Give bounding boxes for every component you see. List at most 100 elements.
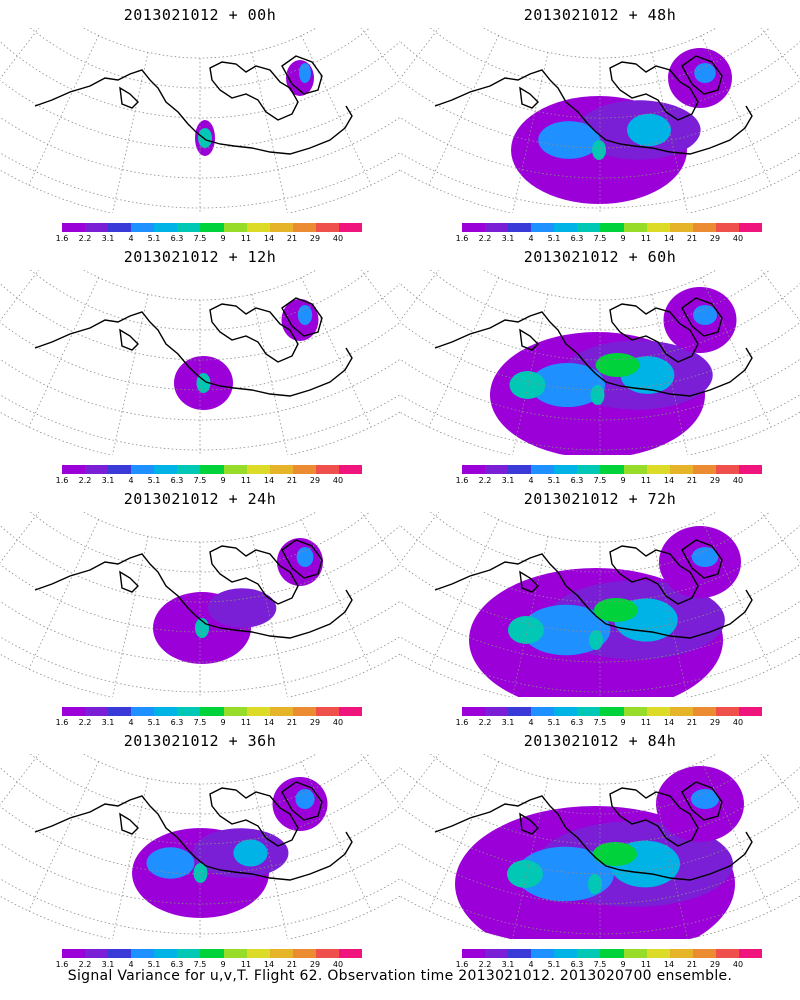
colorbar-swatch	[246, 223, 270, 232]
colorbar-tick-label: 1.6	[455, 476, 469, 485]
colorbar-swatch	[485, 223, 509, 232]
colorbar-swatch	[292, 707, 316, 716]
colorbar-swatch	[85, 707, 109, 716]
meridian	[301, 277, 372, 428]
colorbar-tick-label: 5.1	[147, 960, 161, 969]
colorbar-swatch	[338, 223, 363, 232]
colorbar-swatch	[692, 223, 716, 232]
forecast-map	[0, 512, 400, 697]
colorbar-tick-label: 14	[663, 718, 675, 727]
colorbar-tick-label: 4	[528, 960, 534, 969]
colorbar-swatch	[600, 949, 624, 958]
coastline	[34, 539, 353, 639]
parallel	[400, 79, 800, 149]
meridian	[0, 512, 40, 564]
colorbar-swatch	[62, 223, 86, 232]
graticule	[400, 28, 800, 213]
colorbar-tick-label: 2.2	[478, 960, 492, 969]
coast-segment	[519, 328, 539, 351]
colorbar-swatch	[223, 707, 247, 716]
colorbar-swatch	[154, 707, 178, 716]
colorbar-swatch	[715, 465, 739, 474]
colorbar-tick-label: 7.5	[193, 960, 207, 969]
coastline	[434, 55, 753, 155]
signal-region	[691, 789, 719, 809]
colorbar-tick-label: 1.6	[455, 960, 469, 969]
colorbar-tick-label: 11	[640, 718, 652, 727]
meridian	[784, 512, 800, 562]
signal-region	[508, 616, 544, 644]
colorbar-tick-label: 4	[128, 718, 134, 727]
colorbar-swatch	[338, 707, 363, 716]
colorbar-swatch	[623, 465, 647, 474]
colorbar	[62, 949, 363, 958]
colorbar	[62, 223, 363, 232]
graticule	[0, 754, 400, 939]
colorbar-tick-label: 1.6	[55, 960, 69, 969]
meridian	[784, 754, 800, 804]
colorbar-swatch	[531, 949, 555, 958]
colorbar-tick-label: 3.1	[101, 234, 115, 243]
colorbar-swatch	[554, 707, 578, 716]
colorbar-tick-label: 6.3	[170, 234, 184, 243]
coast-segment	[34, 311, 353, 397]
signal-core	[198, 128, 212, 148]
parallel	[0, 525, 400, 603]
colorbar-swatch	[315, 465, 339, 474]
colorbar-swatch	[62, 707, 86, 716]
colorbar-swatch	[508, 465, 532, 474]
map-frame	[400, 270, 800, 455]
parallel	[400, 321, 800, 391]
meridian	[784, 28, 800, 78]
colorbar-swatch	[715, 707, 739, 716]
colorbar-tick-label: 3.1	[501, 234, 515, 243]
parallel	[429, 754, 771, 815]
colorbar-tick-label: 3.1	[501, 960, 515, 969]
colorbar-tick-label: 6.3	[170, 718, 184, 727]
colorbar-tick-label: 5.1	[147, 234, 161, 243]
signal-region	[538, 121, 600, 159]
signal-region	[694, 63, 716, 83]
colorbar-tick-label: 29	[709, 476, 721, 485]
coast-segment	[119, 328, 139, 351]
meridian	[701, 277, 772, 428]
colorbar-swatch	[269, 707, 293, 716]
parallel	[29, 754, 371, 815]
colorbar-swatch	[246, 465, 270, 474]
colorbar-tick-label: 21	[686, 718, 698, 727]
colorbar	[462, 223, 763, 232]
panel-title: 2013021012 + 00h	[123, 6, 277, 24]
signal-region	[593, 842, 637, 866]
colorbar-swatch	[154, 949, 178, 958]
signal-region	[507, 860, 543, 888]
coast-segment	[281, 55, 323, 95]
colorbar-tick-label: 21	[286, 234, 298, 243]
colorbar-swatch	[485, 465, 509, 474]
coast-segment	[209, 303, 299, 363]
parallel	[0, 41, 400, 119]
colorbar-swatch	[246, 707, 270, 716]
colorbar-tick-label: 21	[686, 234, 698, 243]
map-panel: 2013021012 + 00h 1.6 2.2 3.1 4 5.1 6.3 7.5 9 11 14…	[0, 0, 400, 245]
parallel	[0, 636, 400, 693]
coast-segment	[281, 539, 323, 579]
colorbar-tick-label: 4	[528, 476, 534, 485]
map-panel: 2013021012 + 72h 1.6 2.2 3.1 4 5.1 6.3 7.5 9 11 14…	[400, 484, 800, 729]
forecast-map	[400, 512, 800, 697]
colorbar-tick-label: 29	[709, 718, 721, 727]
colorbar-swatch	[646, 949, 670, 958]
meridian	[301, 519, 372, 670]
colorbar-tick-label: 6.3	[570, 718, 584, 727]
coast-segment	[519, 812, 539, 835]
coast-segment	[609, 787, 699, 847]
colorbar	[462, 949, 763, 958]
colorbar-tick-label: 2.2	[478, 234, 492, 243]
parallel	[0, 79, 400, 149]
coast-segment	[119, 86, 139, 109]
colorbar-tick-label: 14	[663, 234, 675, 243]
coastline	[34, 55, 353, 155]
colorbar-tick-label: 9	[620, 476, 626, 485]
colorbar-swatch	[531, 707, 555, 716]
coast-segment	[681, 297, 723, 337]
colorbar-tick-label: 4	[528, 718, 534, 727]
